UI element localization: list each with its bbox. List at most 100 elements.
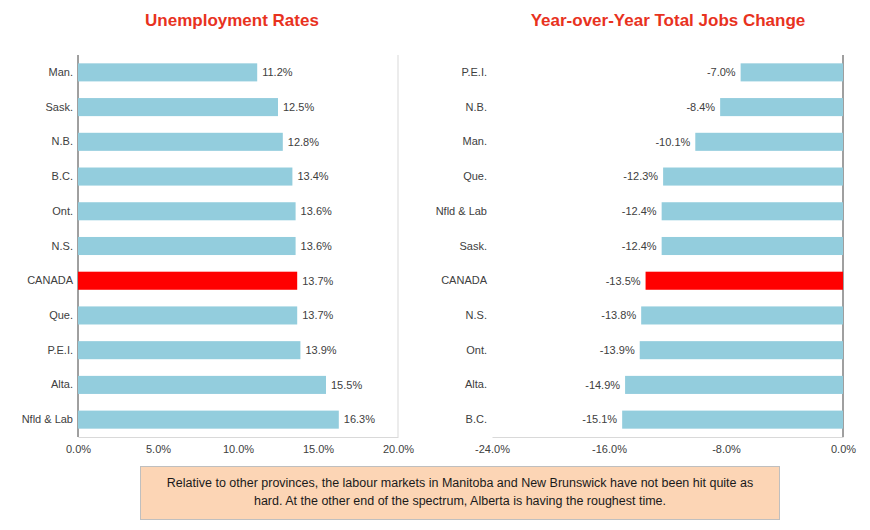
bar (78, 411, 339, 429)
data-labels: -7.0%-8.4%-10.1%-12.3%-12.4%-12.4%-13.5%… (582, 66, 736, 425)
panel: Unemployment Rates0.0%5.0%10.0%15.0%20.0… (22, 11, 415, 455)
x-tick: 5.0% (146, 437, 171, 455)
category-label: N.B. (466, 101, 487, 113)
category-tick: Alta. (465, 378, 492, 390)
data-label: -13.9% (600, 344, 635, 356)
category-label: Ont. (52, 205, 73, 217)
data-labels: 11.2% 12.5% 12.8% 13.4% 13.6% 13.6% 13.7% 13.7%… (262, 66, 375, 425)
axis-line (79, 437, 399, 438)
bar (78, 168, 292, 186)
data-label: -15.1% (582, 413, 617, 425)
x-axis: -24.0% -16.0% -8.0% 0.0% (475, 437, 856, 455)
data-label: 11.2% (262, 66, 293, 78)
data-label: 13.7% (302, 275, 333, 287)
bar (78, 237, 296, 255)
bar (625, 376, 843, 394)
bar (78, 63, 257, 81)
bar (646, 272, 843, 290)
category-label: Sask. (459, 240, 487, 252)
x-tick-label: -24.0% (475, 443, 510, 455)
category-tick: Que. (49, 309, 78, 321)
data-label: 16.3% (344, 413, 375, 425)
category-tick: Que. (463, 170, 492, 182)
x-tick: -24.0% (475, 437, 510, 455)
category-axis: P.E.I.N.B.Man.Que.Nfld & LabSask.CANADAN… (436, 66, 492, 425)
chart-title: Unemployment Rates (145, 11, 319, 30)
x-tick-label: -16.0% (592, 443, 627, 455)
x-tick-label: 0.0% (831, 443, 856, 455)
note: Relative to other provinces, the labour … (140, 466, 780, 520)
bar (641, 306, 843, 324)
category-tick: Sask. (45, 101, 78, 113)
axis-line (493, 437, 844, 438)
bar (78, 341, 300, 359)
category-label: Nfld & Lab (22, 413, 73, 425)
x-tick-label: 15.0% (303, 443, 334, 455)
x-tick: 0.0% (66, 437, 91, 455)
bar (78, 376, 326, 394)
data-label: -7.0% (707, 66, 736, 78)
data-label: -13.8% (601, 309, 636, 321)
category-label: N.S. (52, 240, 73, 252)
category-label: P.E.I. (462, 66, 487, 78)
category-label: P.E.I. (48, 344, 73, 356)
data-label: 13.4% (297, 170, 328, 182)
category-label: CANADA (27, 274, 74, 286)
category-tick: Sask. (459, 240, 492, 252)
category-label: B.C. (466, 413, 487, 425)
bars (78, 63, 339, 428)
bar (663, 168, 843, 186)
category-tick: P.E.I. (462, 66, 492, 78)
chart-canvas: Unemployment Rates0.0%5.0%10.0%15.0%20.0… (0, 0, 870, 530)
data-label: 13.6% (301, 205, 332, 217)
category-tick: B.C. (52, 170, 78, 182)
bar (640, 341, 843, 359)
category-tick: N.S. (52, 240, 78, 252)
category-tick: N.S. (466, 309, 492, 321)
category-tick: N.B. (52, 135, 78, 147)
category-tick: Ont. (52, 205, 78, 217)
data-label: 13.6% (301, 240, 332, 252)
data-label: 13.7% (302, 309, 333, 321)
category-label: Man. (463, 135, 487, 147)
bars (622, 63, 843, 428)
bar (695, 133, 843, 151)
category-tick: Nfld & Lab (22, 413, 78, 425)
panel-divider (398, 55, 399, 437)
bar (78, 306, 297, 324)
data-label: -14.9% (585, 379, 620, 391)
x-tick-label: 0.0% (66, 443, 91, 455)
data-label: -10.1% (655, 136, 690, 148)
category-tick: CANADA (27, 274, 78, 286)
x-tick-label: 5.0% (146, 443, 171, 455)
data-label: -12.4% (622, 205, 657, 217)
category-tick: Man. (49, 66, 78, 78)
category-tick: B.C. (466, 413, 492, 425)
category-label: Alta. (51, 378, 73, 390)
data-label: 12.5% (283, 101, 314, 113)
bar (78, 98, 278, 116)
data-label: -12.3% (623, 170, 658, 182)
x-tick: -16.0% (592, 437, 627, 455)
data-label: -8.4% (686, 101, 715, 113)
category-label: N.S. (466, 309, 487, 321)
category-label: Sask. (45, 101, 73, 113)
x-tick: 0.0% (831, 437, 856, 455)
category-tick: Ont. (466, 344, 492, 356)
data-label: 12.8% (288, 136, 319, 148)
bar (622, 411, 843, 429)
category-label: Ont. (466, 344, 487, 356)
category-tick: Nfld & Lab (436, 205, 492, 217)
panel: Year-over-Year Total Jobs Change-24.0%-1… (436, 11, 857, 455)
bar (741, 63, 843, 81)
category-label: Man. (49, 66, 73, 78)
category-tick: P.E.I. (48, 344, 78, 356)
category-tick: Man. (463, 135, 492, 147)
data-label: 15.5% (331, 379, 362, 391)
x-tick: 10.0% (223, 437, 254, 455)
data-label: -12.4% (622, 240, 657, 252)
x-tick: 15.0% (303, 437, 334, 455)
category-label: Alta. (465, 378, 487, 390)
x-axis: 0.0%5.0%10.0%15.0%20.0% (66, 437, 414, 455)
x-tick-label: -8.0% (712, 443, 741, 455)
